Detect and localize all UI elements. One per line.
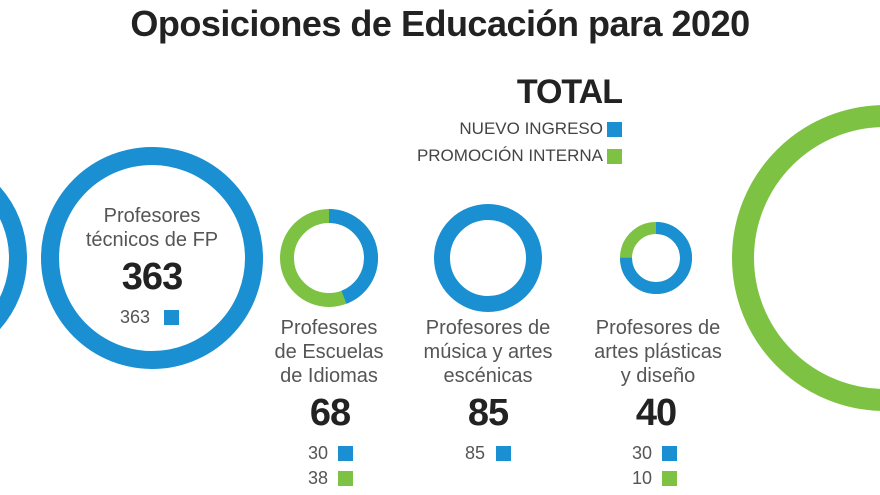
- fp-total-value: 363: [121, 256, 183, 298]
- plasticas-promocion-value: 10: [632, 468, 653, 488]
- idiomas-promocion-value: 38: [308, 468, 329, 488]
- fp-nuevo-value: 363: [120, 307, 151, 327]
- chart-title: Oposiciones de Educación para 2020: [130, 3, 750, 44]
- musica-total-value: 85: [467, 392, 509, 434]
- legend-heading: TOTAL: [516, 73, 623, 111]
- idiomas-label-line3: de Idiomas: [280, 365, 378, 387]
- plasticas-label-line1: Profesores de: [595, 317, 721, 339]
- fp-nuevo-arc: [41, 147, 263, 369]
- musica-nuevo-value: 85: [465, 443, 486, 463]
- fp-nuevo-swatch: [164, 310, 179, 325]
- legend-nuevo-label: NUEVO INGRESO: [459, 119, 603, 138]
- plasticas-nuevo-swatch: [662, 446, 677, 461]
- legend-nuevo-swatch: [607, 122, 622, 137]
- musica-label-line1: Profesores de: [425, 317, 551, 339]
- fp-label-line2: técnicos de FP: [85, 229, 219, 251]
- plasticas-label-line3: y diseño: [620, 365, 696, 387]
- plasticas-promocion-swatch: [662, 471, 677, 486]
- cropped-left-ring: [0, 186, 27, 330]
- musica-nuevo-swatch: [496, 446, 511, 461]
- musica-label-line3: escénicas: [443, 365, 533, 387]
- fp-label-line1: Profesores: [103, 205, 201, 227]
- plasticas-total-value: 40: [635, 392, 677, 434]
- plasticas-label-line2: artes plásticas: [594, 341, 722, 363]
- idiomas-nuevo-swatch: [338, 446, 353, 461]
- musica-label-line2: música y artes: [423, 341, 553, 363]
- idiomas-label-line1: Profesores: [280, 317, 378, 339]
- idiomas-promocion-swatch: [338, 471, 353, 486]
- plasticas-nuevo-arc: [620, 222, 692, 294]
- legend-promocion-swatch: [607, 149, 622, 164]
- idiomas-label-line2: de Escuelas: [274, 341, 384, 363]
- cropped-right-ring: [732, 105, 880, 411]
- idiomas-nuevo-value: 30: [308, 443, 329, 463]
- plasticas-nuevo-value: 30: [632, 443, 653, 463]
- legend-promocion-label: PROMOCIÓN INTERNA: [416, 146, 603, 165]
- idiomas-total-value: 68: [309, 392, 351, 434]
- idiomas-nuevo-arc: [280, 209, 378, 307]
- musica-nuevo-arc: [434, 204, 542, 312]
